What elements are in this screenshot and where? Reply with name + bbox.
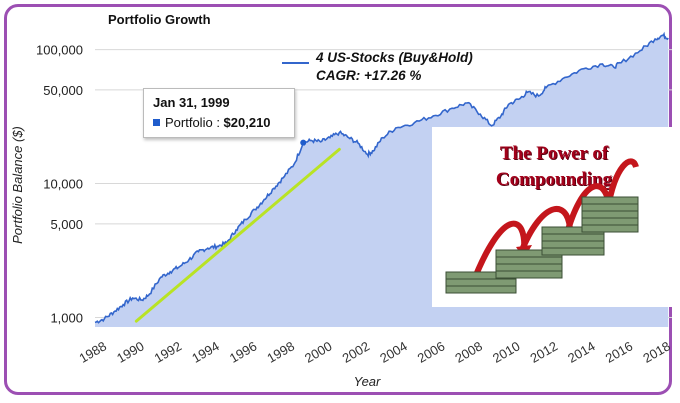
tooltip-date: Jan 31, 1999: [153, 95, 230, 110]
tooltip-row: Portfolio : $20,210: [153, 115, 271, 130]
y-axis-label: Portfolio Balance ($): [10, 126, 25, 244]
chart-title: Portfolio Growth: [108, 12, 211, 27]
y-axis-ticks: 1,000 5,000 10,000 50,000 100,000: [36, 43, 83, 326]
trendline: [134, 147, 341, 323]
promo-title-line2: Compounding: [495, 169, 613, 190]
x-tick-label: 2008: [452, 338, 485, 365]
x-tick-label: 1990: [114, 338, 147, 365]
tooltip-separator: :: [212, 115, 224, 130]
tooltip-value: $20,210: [223, 115, 271, 130]
hover-point: [300, 139, 307, 146]
x-tick-label: 1992: [152, 338, 185, 365]
legend-series-name: 4 US-Stocks (Buy&Hold): [315, 50, 473, 65]
series-color-icon: [153, 119, 160, 126]
legend-cagr: CAGR: +17.26 %: [316, 68, 421, 83]
x-tick-label: 2002: [340, 338, 373, 365]
x-tick-label: 2014: [565, 338, 598, 365]
compounding-illustration: The Power of Compounding: [432, 127, 676, 307]
y-tick-label: 1,000: [50, 311, 83, 326]
x-tick-label: 1998: [264, 338, 297, 365]
x-tick-label: 1994: [189, 338, 222, 365]
y-tick-label: 100,000: [36, 43, 83, 58]
x-axis-label: Year: [354, 374, 381, 389]
money-stacks-icon: [445, 158, 639, 294]
x-tick-label: 2012: [528, 338, 561, 365]
x-tick-label: 2006: [415, 338, 448, 365]
y-tick-label: 10,000: [43, 177, 83, 192]
x-tick-label: 1996: [227, 338, 260, 365]
series-line: [94, 31, 669, 324]
x-axis-ticks: 1988 1990 1992 1994 1996 1998 2000 2002 2004 2006…: [76, 338, 672, 365]
y-tick-label: 5,000: [50, 217, 83, 232]
x-tick-label: 1988: [76, 338, 109, 365]
x-tick-label: 2004: [377, 338, 410, 365]
tooltip-series: Portfolio: [165, 115, 213, 130]
x-tick-label: 2000: [302, 338, 335, 365]
tooltip: Jan 31, 1999 Portfolio : $20,210: [143, 88, 295, 138]
x-tick-label: 2010: [490, 338, 523, 365]
x-tick-label: 2016: [603, 338, 636, 365]
x-tick-label: 2018: [640, 338, 673, 365]
promo-title-line1: The Power of: [499, 143, 609, 164]
y-tick-label: 50,000: [43, 83, 83, 98]
